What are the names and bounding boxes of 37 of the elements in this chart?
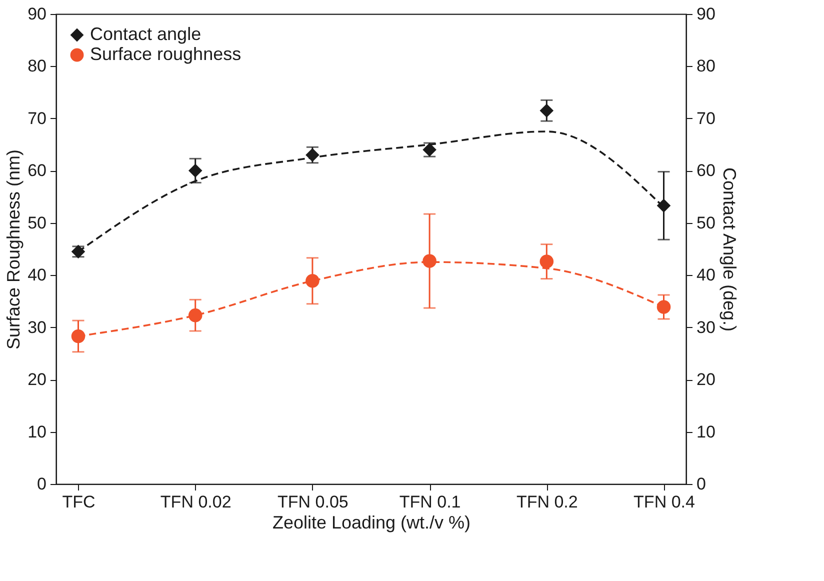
x-tick-label: TFC [62, 492, 96, 512]
x-tick-label: TFN 0.1 [399, 492, 461, 512]
y-tick-label: 40 [28, 266, 46, 285]
y-tick-label: 80 [28, 56, 46, 76]
y2-tick-label: 10 [696, 422, 716, 442]
y2-tick-label: 20 [696, 370, 716, 390]
y-tick-label: 60 [28, 161, 46, 180]
y-tick-label: 70 [28, 108, 46, 128]
y2-tick-label: 50 [696, 213, 716, 232]
x-tick-label: TFN 0.02 [160, 492, 232, 512]
y2-tick-label: 80 [696, 56, 716, 76]
x-tick-label: TFN 0.4 [634, 492, 695, 512]
y2-tick-label: 70 [696, 108, 716, 128]
x-axis-title: Zeolite Loading (wt./v %) [272, 512, 471, 532]
legend-label: Contact angle [90, 24, 202, 44]
legend-label: Surface roughness [90, 44, 242, 64]
y-tick-label: 50 [28, 213, 46, 232]
y-axis-title: Surface Roughness (nm) [4, 149, 24, 350]
x-tick-label: TFN 0.2 [516, 492, 578, 512]
point [656, 198, 671, 213]
y-tick-label: 20 [28, 370, 46, 390]
y2-tick-label: 30 [696, 318, 716, 337]
y2-axis-title: Contact Angle (deg.) [719, 167, 740, 332]
point [540, 254, 554, 268]
point [540, 104, 554, 118]
y2-tick-label: 0 [696, 474, 706, 494]
point [71, 329, 86, 344]
y-tick-label: 30 [28, 318, 46, 337]
y-tick-label: 90 [28, 4, 46, 24]
y2-tick-label: 90 [696, 4, 716, 24]
x-tick-label: TFN 0.05 [278, 492, 348, 512]
y-tick-label: 0 [37, 474, 46, 494]
y2-tick-label: 40 [696, 266, 716, 285]
y2-tick-label: 60 [696, 161, 716, 180]
point [188, 164, 202, 178]
point [656, 300, 671, 314]
y-tick-label: 10 [28, 422, 46, 442]
